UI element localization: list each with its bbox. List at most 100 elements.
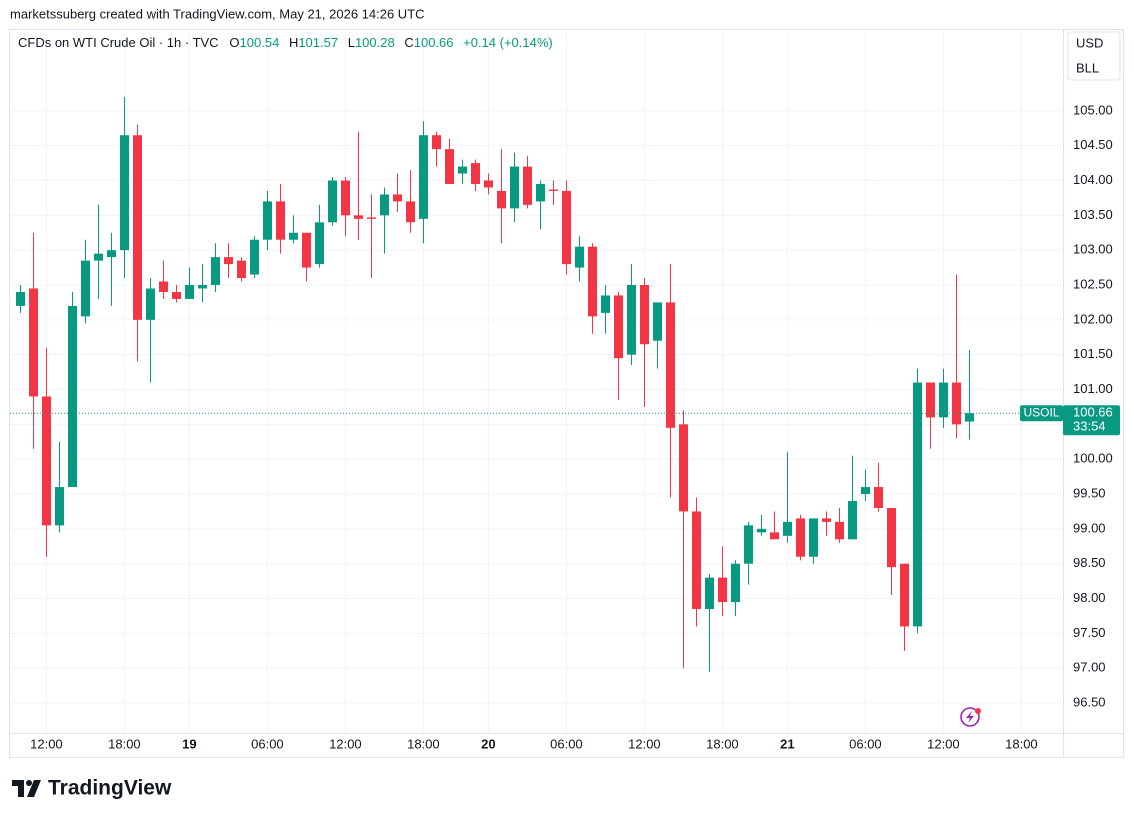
candle-body <box>692 511 701 609</box>
c-key: C <box>404 35 414 50</box>
candle-body <box>172 291 181 299</box>
y-tick-label: 102.00 <box>1073 311 1113 326</box>
candle-body <box>835 521 844 540</box>
candle-body <box>29 288 38 397</box>
y-tick-label: 104.00 <box>1073 172 1113 187</box>
c-value: 100.66 <box>413 35 454 50</box>
y-tick-label: 102.50 <box>1073 276 1113 291</box>
candle-body <box>94 253 103 261</box>
unit-box <box>1067 31 1121 81</box>
candle-body <box>198 285 207 289</box>
candle-body <box>705 577 714 609</box>
candle-body <box>211 257 220 286</box>
x-tick-label: 18:00 <box>108 736 141 751</box>
candle-body <box>289 232 298 240</box>
candle-body <box>718 577 727 603</box>
candle-body <box>263 201 272 240</box>
candle-body <box>302 232 311 268</box>
x-tick-label: 06:00 <box>849 736 882 751</box>
candle-body <box>81 260 90 317</box>
x-tick-label: 20 <box>481 736 495 751</box>
y-tick-label: 98.50 <box>1073 555 1106 570</box>
candle-body <box>328 180 337 223</box>
candle-body <box>55 487 64 526</box>
currency: USD <box>1076 35 1103 50</box>
candle-body <box>406 201 415 223</box>
o-key: O <box>229 35 240 50</box>
x-tick-label: 21 <box>780 736 794 751</box>
l-key: L <box>347 35 355 50</box>
y-tick-label: 104.50 <box>1073 137 1113 152</box>
candle-body <box>653 302 662 341</box>
candle-body <box>107 250 116 258</box>
candle-body <box>250 239 259 275</box>
candle-body <box>380 194 389 216</box>
candle-body <box>497 190 506 209</box>
h-key: H <box>288 35 299 50</box>
candle-body <box>445 149 454 184</box>
candle-body <box>510 166 519 209</box>
candle-body <box>146 288 155 320</box>
candle-body <box>640 285 649 345</box>
y-tick-label: 105.00 <box>1073 102 1113 117</box>
candle-body <box>731 563 740 603</box>
candle-body <box>887 507 896 568</box>
candle-body <box>419 135 428 219</box>
x-tick-label: 18:00 <box>706 736 739 751</box>
frame <box>9 29 1124 758</box>
legend-header: CFDs on WTI Crude Oil · 1h · TVC O100.54… <box>18 35 559 50</box>
candle-body <box>471 163 480 184</box>
x-tick-label: 18:00 <box>1005 736 1038 751</box>
y-tick-label: 100.00 <box>1073 451 1113 466</box>
candle-body <box>562 190 571 265</box>
change: +0.14 (+0.14%) <box>463 35 553 50</box>
candle-body <box>224 257 233 265</box>
x-tick-label: 12:00 <box>30 736 63 751</box>
candle-body <box>614 295 623 359</box>
candle-body <box>861 487 870 495</box>
candle-body <box>601 295 610 313</box>
unit: BLL <box>1076 60 1099 75</box>
candle-body <box>770 532 779 540</box>
symbol-tag-label: USOIL <box>1023 405 1059 419</box>
candle-body <box>276 201 285 240</box>
y-tick-label: 101.00 <box>1073 381 1113 396</box>
x-tick-label: 06:00 <box>550 736 583 751</box>
candle-body <box>952 382 961 425</box>
candle-body <box>315 222 324 265</box>
candle-body <box>237 260 246 279</box>
y-tick-label: 99.00 <box>1073 520 1106 535</box>
x-tick-label: 12:00 <box>927 736 960 751</box>
alert-icon <box>960 707 981 727</box>
candle-body <box>68 305 77 488</box>
candle-body <box>939 382 948 418</box>
candle-body <box>484 180 493 188</box>
candle-body <box>341 180 350 216</box>
candle-body <box>757 528 766 533</box>
logo-text: TradingView <box>48 777 172 800</box>
candle-body <box>874 487 883 508</box>
candle-body <box>666 302 675 428</box>
candle-body <box>42 396 51 526</box>
candle-body <box>458 166 467 174</box>
candle-body <box>588 246 597 317</box>
x-tick-label: 06:00 <box>251 736 284 751</box>
candle-body <box>744 525 753 564</box>
o-value: 100.54 <box>239 35 280 50</box>
candle-body <box>549 189 558 191</box>
candle-body <box>16 291 25 306</box>
candle-body <box>783 521 792 536</box>
candle-body <box>393 194 402 202</box>
price-tag <box>1063 405 1120 436</box>
y-tick-label: 97.50 <box>1073 625 1106 640</box>
candle-body <box>679 424 688 512</box>
countdown-label: 33:54 <box>1073 419 1106 434</box>
candle-body <box>354 215 363 219</box>
h-value: 101.57 <box>298 35 339 50</box>
x-tick-label: 18:00 <box>407 736 440 751</box>
candle-body <box>822 518 831 522</box>
symbol-tag <box>1020 405 1063 422</box>
x-tick-label: 12:00 <box>628 736 661 751</box>
